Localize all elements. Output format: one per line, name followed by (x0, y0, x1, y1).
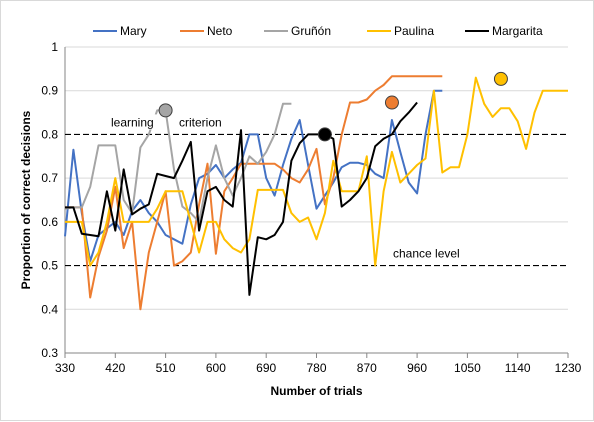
criterion-marker-margarita (317, 127, 332, 142)
y-axis-title: Proportion of correct decisions (19, 110, 33, 289)
y-tick-label: 0.8 (41, 127, 58, 141)
y-tick-label: 0.9 (41, 84, 58, 98)
criterion-marker-grun (158, 103, 173, 118)
x-tick-label: 960 (407, 361, 427, 375)
legend-label: Margarita (492, 24, 543, 38)
learning-criterion-label: criterion (179, 115, 222, 129)
x-tick-label: 1050 (454, 361, 481, 375)
criterion-marker-neto (384, 95, 399, 110)
y-tick-label: 0.5 (41, 259, 58, 273)
legend-label: Paulina (394, 24, 434, 38)
annotation-backing (175, 114, 227, 130)
x-tick-label: 420 (105, 361, 125, 375)
legend-label: Gruñón (291, 24, 331, 38)
legend-label: Mary (120, 24, 147, 38)
series-line-margarita (65, 101, 418, 296)
series-line-neto (65, 75, 443, 311)
annotation-backing (107, 114, 159, 130)
x-tick-label: 330 (55, 361, 75, 375)
y-tick-label: 0.7 (41, 171, 58, 185)
chance-level-label: chance level (393, 247, 460, 261)
x-tick-label: 690 (256, 361, 276, 375)
annotation-backing (389, 245, 467, 261)
legend-label: Neto (207, 24, 233, 38)
series-line-grun (64, 102, 292, 223)
x-tick-label: 870 (357, 361, 377, 375)
y-tick-label: 0.6 (41, 215, 58, 229)
y-tick-label: 0.4 (41, 302, 58, 316)
y-tick-label: 1 (51, 40, 58, 54)
x-axis-title: Number of trials (270, 384, 362, 398)
series-line-paulina (65, 76, 568, 267)
x-tick-label: 600 (206, 361, 226, 375)
x-tick-label: 780 (306, 361, 326, 375)
criterion-marker-paulina (493, 71, 508, 86)
y-tick-label: 0.3 (41, 346, 58, 360)
learning-criterion-label: learning (111, 115, 154, 129)
x-tick-label: 510 (156, 361, 176, 375)
series-line-mary (64, 89, 443, 263)
x-tick-label: 1230 (555, 361, 582, 375)
x-tick-label: 1140 (505, 361, 531, 375)
